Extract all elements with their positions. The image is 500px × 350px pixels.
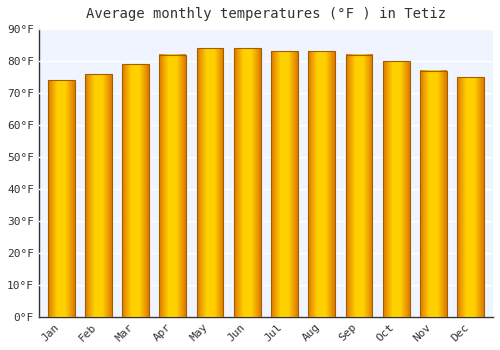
Title: Average monthly temperatures (°F ) in Tetiz: Average monthly temperatures (°F ) in Te… — [86, 7, 446, 21]
Bar — [85, 74, 112, 317]
Bar — [420, 71, 447, 317]
Bar — [383, 61, 409, 317]
Bar — [308, 51, 335, 317]
Bar — [234, 48, 260, 317]
Bar — [160, 55, 186, 317]
Bar — [196, 48, 224, 317]
Bar — [346, 55, 372, 317]
Bar — [122, 64, 149, 317]
Bar — [271, 51, 298, 317]
Bar — [48, 80, 74, 317]
Bar — [458, 77, 484, 317]
